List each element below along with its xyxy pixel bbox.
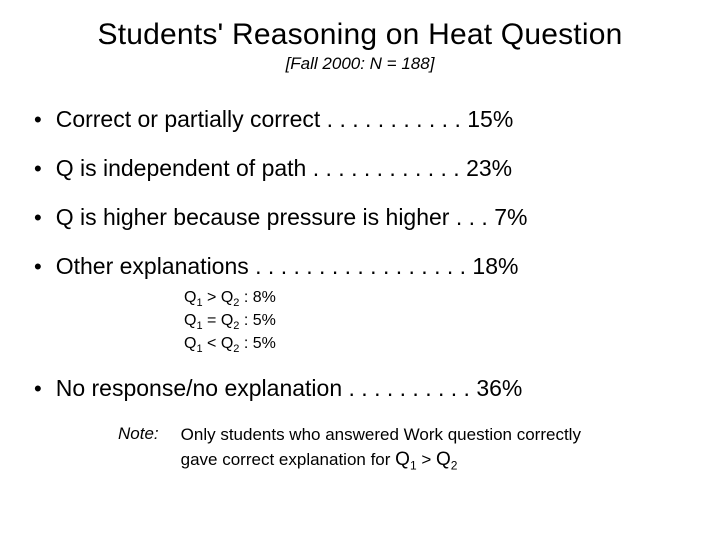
sub-item: Q1 < Q2 : 5% — [184, 334, 692, 357]
bullet-text: Q is higher because pressure is higher .… — [56, 204, 528, 231]
bullet-item: Other explanations . . . . . . . . . . .… — [28, 253, 692, 280]
bullet-item: Q is higher because pressure is higher .… — [28, 204, 692, 231]
note-block: Note: Only students who answered Work qu… — [118, 424, 692, 474]
bullet-list: Correct or partially correct . . . . . .… — [28, 106, 692, 280]
bullet-list-2: No response/no explanation . . . . . . .… — [28, 375, 692, 402]
bullet-text: No response/no explanation . . . . . . .… — [56, 375, 523, 402]
bullet-text: Other explanations . . . . . . . . . . .… — [56, 253, 519, 280]
note-text: Only students who answered Work question… — [181, 424, 581, 474]
sub-item: Q1 = Q2 : 5% — [184, 311, 692, 334]
bullet-item: No response/no explanation . . . . . . .… — [28, 375, 692, 402]
sub-list: Q1 > Q2 : 8% Q1 = Q2 : 5% Q1 < Q2 : 5% — [184, 288, 692, 357]
bullet-text: Q is independent of path . . . . . . . .… — [56, 155, 512, 182]
bullet-text: Correct or partially correct . . . . . .… — [56, 106, 514, 133]
sub-item: Q1 > Q2 : 8% — [184, 288, 692, 311]
slide-title: Students' Reasoning on Heat Question — [28, 18, 692, 52]
bullet-item: Correct or partially correct . . . . . .… — [28, 106, 692, 133]
note-label: Note: — [118, 424, 159, 474]
slide-subtitle: [Fall 2000: N = 188] — [28, 54, 692, 74]
bullet-item: Q is independent of path . . . . . . . .… — [28, 155, 692, 182]
